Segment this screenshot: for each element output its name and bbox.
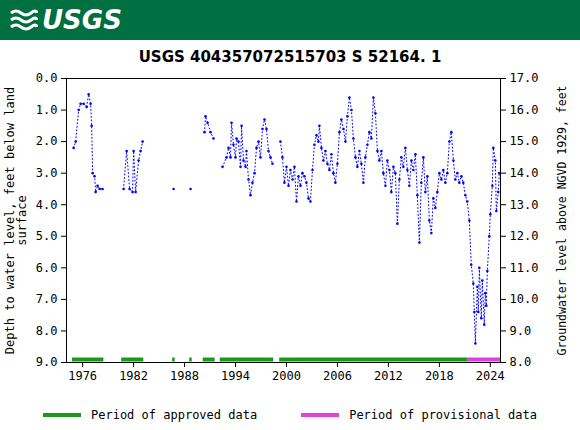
svg-text:10.0: 10.0 [510, 292, 539, 306]
html-text:Period of approved data: Period of approved data [91, 408, 258, 422]
svg-text:8.0: 8.0 [510, 355, 532, 369]
html-text:Period of provisional data: Period of provisional data [349, 408, 537, 422]
svg-text:0.0: 0.0 [36, 71, 58, 85]
svg-text:2006: 2006 [323, 369, 352, 383]
svg-text:2024: 2024 [476, 369, 505, 383]
svg-text:5.0: 5.0 [36, 229, 58, 243]
svg-text:8.0: 8.0 [36, 324, 58, 338]
svg-text:Groundwater level above NGVD 1: Groundwater level above NGVD 1929, feet [555, 85, 569, 355]
svg-text:1988: 1988 [170, 369, 199, 383]
svg-text:2018: 2018 [425, 369, 454, 383]
svg-text:11.0: 11.0 [510, 261, 539, 275]
svg-text:4.0: 4.0 [36, 198, 58, 212]
svg-text:9.0: 9.0 [510, 324, 532, 338]
svg-text:16.0: 16.0 [510, 103, 539, 117]
svg-text:1994: 1994 [221, 369, 250, 383]
svg-text:2.0: 2.0 [36, 134, 58, 148]
svg-text:7.0: 7.0 [36, 292, 58, 306]
svg-text:1.0: 1.0 [36, 103, 58, 117]
svg-text:13.0: 13.0 [510, 198, 539, 212]
html-text:USGS 404357072515703 S 52164.: USGS 404357072515703 S 52164. 1 [138, 48, 442, 66]
svg-text:2000: 2000 [272, 369, 301, 383]
html-text:USGS: USGS [42, 5, 122, 35]
svg-text:Depth to water level, feet bel: Depth to water level, feet below landsur… [3, 87, 29, 354]
svg-text:1982: 1982 [119, 369, 148, 383]
svg-text:14.0: 14.0 [510, 166, 539, 180]
svg-text:6.0: 6.0 [36, 261, 58, 275]
svg-text:3.0: 3.0 [36, 166, 58, 180]
svg-text:1976: 1976 [68, 369, 97, 383]
svg-text:2012: 2012 [374, 369, 403, 383]
svg-text:12.0: 12.0 [510, 229, 539, 243]
svg-text:15.0: 15.0 [510, 134, 539, 148]
svg-text:17.0: 17.0 [510, 71, 539, 85]
svg-text:9.0: 9.0 [36, 355, 58, 369]
